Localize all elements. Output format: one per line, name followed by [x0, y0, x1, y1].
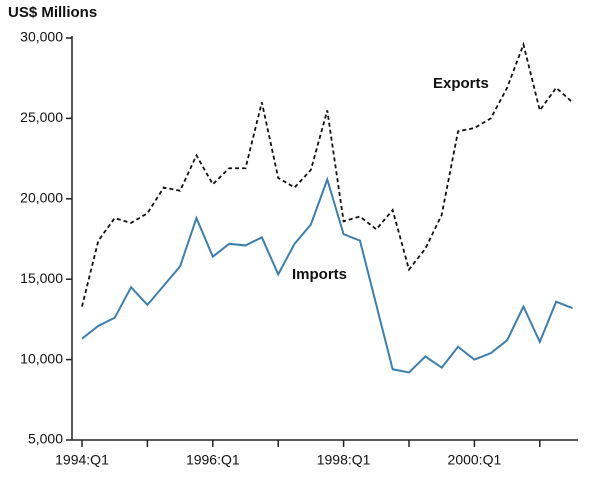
y-tick-label: 15,000	[20, 270, 63, 286]
x-tick-label: 1998:Q1	[317, 452, 371, 468]
y-tick-label: 10,000	[20, 350, 63, 366]
series-label: Exports	[433, 75, 489, 92]
y-tick-label: 30,000	[20, 29, 63, 45]
y-tick-label: 5,000	[28, 431, 63, 447]
y-tick-label: 25,000	[20, 109, 63, 125]
y-axis-label: US$ Millions	[8, 4, 97, 21]
series-label: Imports	[292, 266, 347, 283]
x-tick-label: 2000:Q1	[448, 452, 502, 468]
x-tick-label: 1996:Q1	[186, 452, 240, 468]
y-tick-label: 20,000	[20, 190, 63, 206]
series-line	[81, 176, 573, 374]
series-line	[81, 41, 574, 307]
x-tick-label: 1994:Q1	[55, 452, 109, 468]
